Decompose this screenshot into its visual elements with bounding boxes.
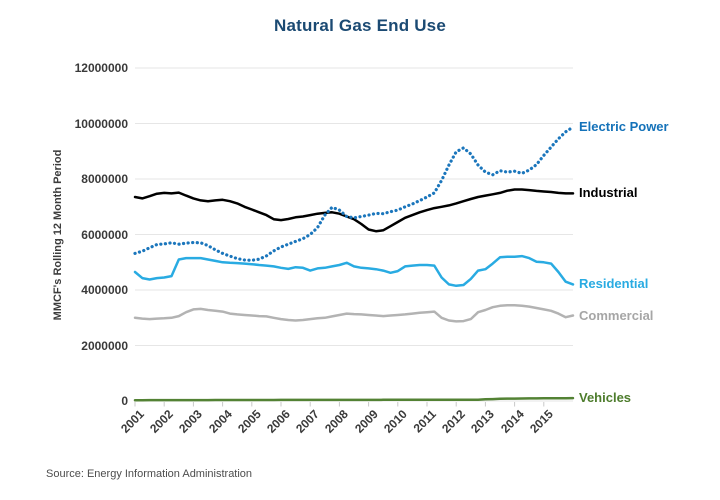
series-line-residential xyxy=(133,254,575,288)
series-label-industrial: Industrial xyxy=(579,185,638,200)
series-line-commercial xyxy=(133,304,575,323)
series-line-electric-power xyxy=(133,125,575,262)
series-label-commercial: Commercial xyxy=(579,308,654,323)
y-tick-label: 10000000 xyxy=(74,117,128,131)
series-label-residential: Residential xyxy=(579,276,649,291)
source-note: Source: Energy Information Administratio… xyxy=(46,468,253,480)
series-line-vehicles xyxy=(133,396,575,402)
y-tick-label: 0 xyxy=(121,394,128,408)
chart-title: Natural Gas End Use xyxy=(274,16,446,35)
series-lines xyxy=(133,125,575,402)
y-tick-label: 2000000 xyxy=(81,339,128,353)
y-tick-label: 4000000 xyxy=(81,283,128,297)
series-line-industrial xyxy=(133,188,575,233)
x-axis-ticks xyxy=(134,402,545,407)
y-tick-label: 12000000 xyxy=(74,61,128,75)
y-tick-label: 6000000 xyxy=(81,228,128,242)
y-tick-label: 8000000 xyxy=(81,172,128,186)
gridlines xyxy=(135,67,573,402)
series-label-vehicles: Vehicles xyxy=(579,390,632,405)
series-label-electric-power: Electric Power xyxy=(579,119,669,134)
